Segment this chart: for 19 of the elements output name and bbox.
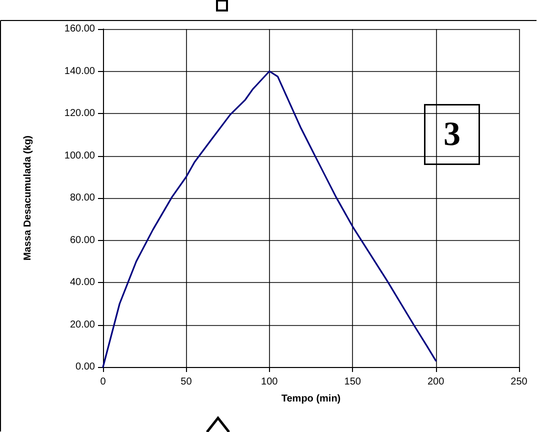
y-axis-title: Massa Desacumulada (kg) — [22, 135, 34, 261]
y-tick-label: 0.00 — [76, 362, 96, 372]
x-tick-label: 100 — [261, 376, 278, 388]
y-tick-label: 160.00 — [64, 24, 96, 34]
annotation: 3 — [444, 116, 460, 153]
y-tick-label: 140.00 — [64, 66, 96, 77]
x-tick-label: 50 — [180, 376, 192, 388]
y-tick-label: 40.00 — [70, 277, 96, 288]
y-tick-label: 60.00 — [70, 234, 96, 246]
x-tick-label: 250 — [510, 376, 528, 388]
x-tick-label: 150 — [344, 376, 362, 388]
y-tick-label: 120.00 — [64, 108, 96, 119]
y-tick-label: 80.00 — [70, 192, 96, 204]
y-tick-label: 20.00 — [70, 319, 96, 330]
x-tick-label: 200 — [427, 376, 445, 388]
line-series — [102, 70, 437, 368]
y-tick-label: 100.00 — [64, 150, 96, 162]
x-axis-title: Tempo (min) — [281, 394, 341, 404]
x-tick-label: 0 — [100, 376, 106, 388]
